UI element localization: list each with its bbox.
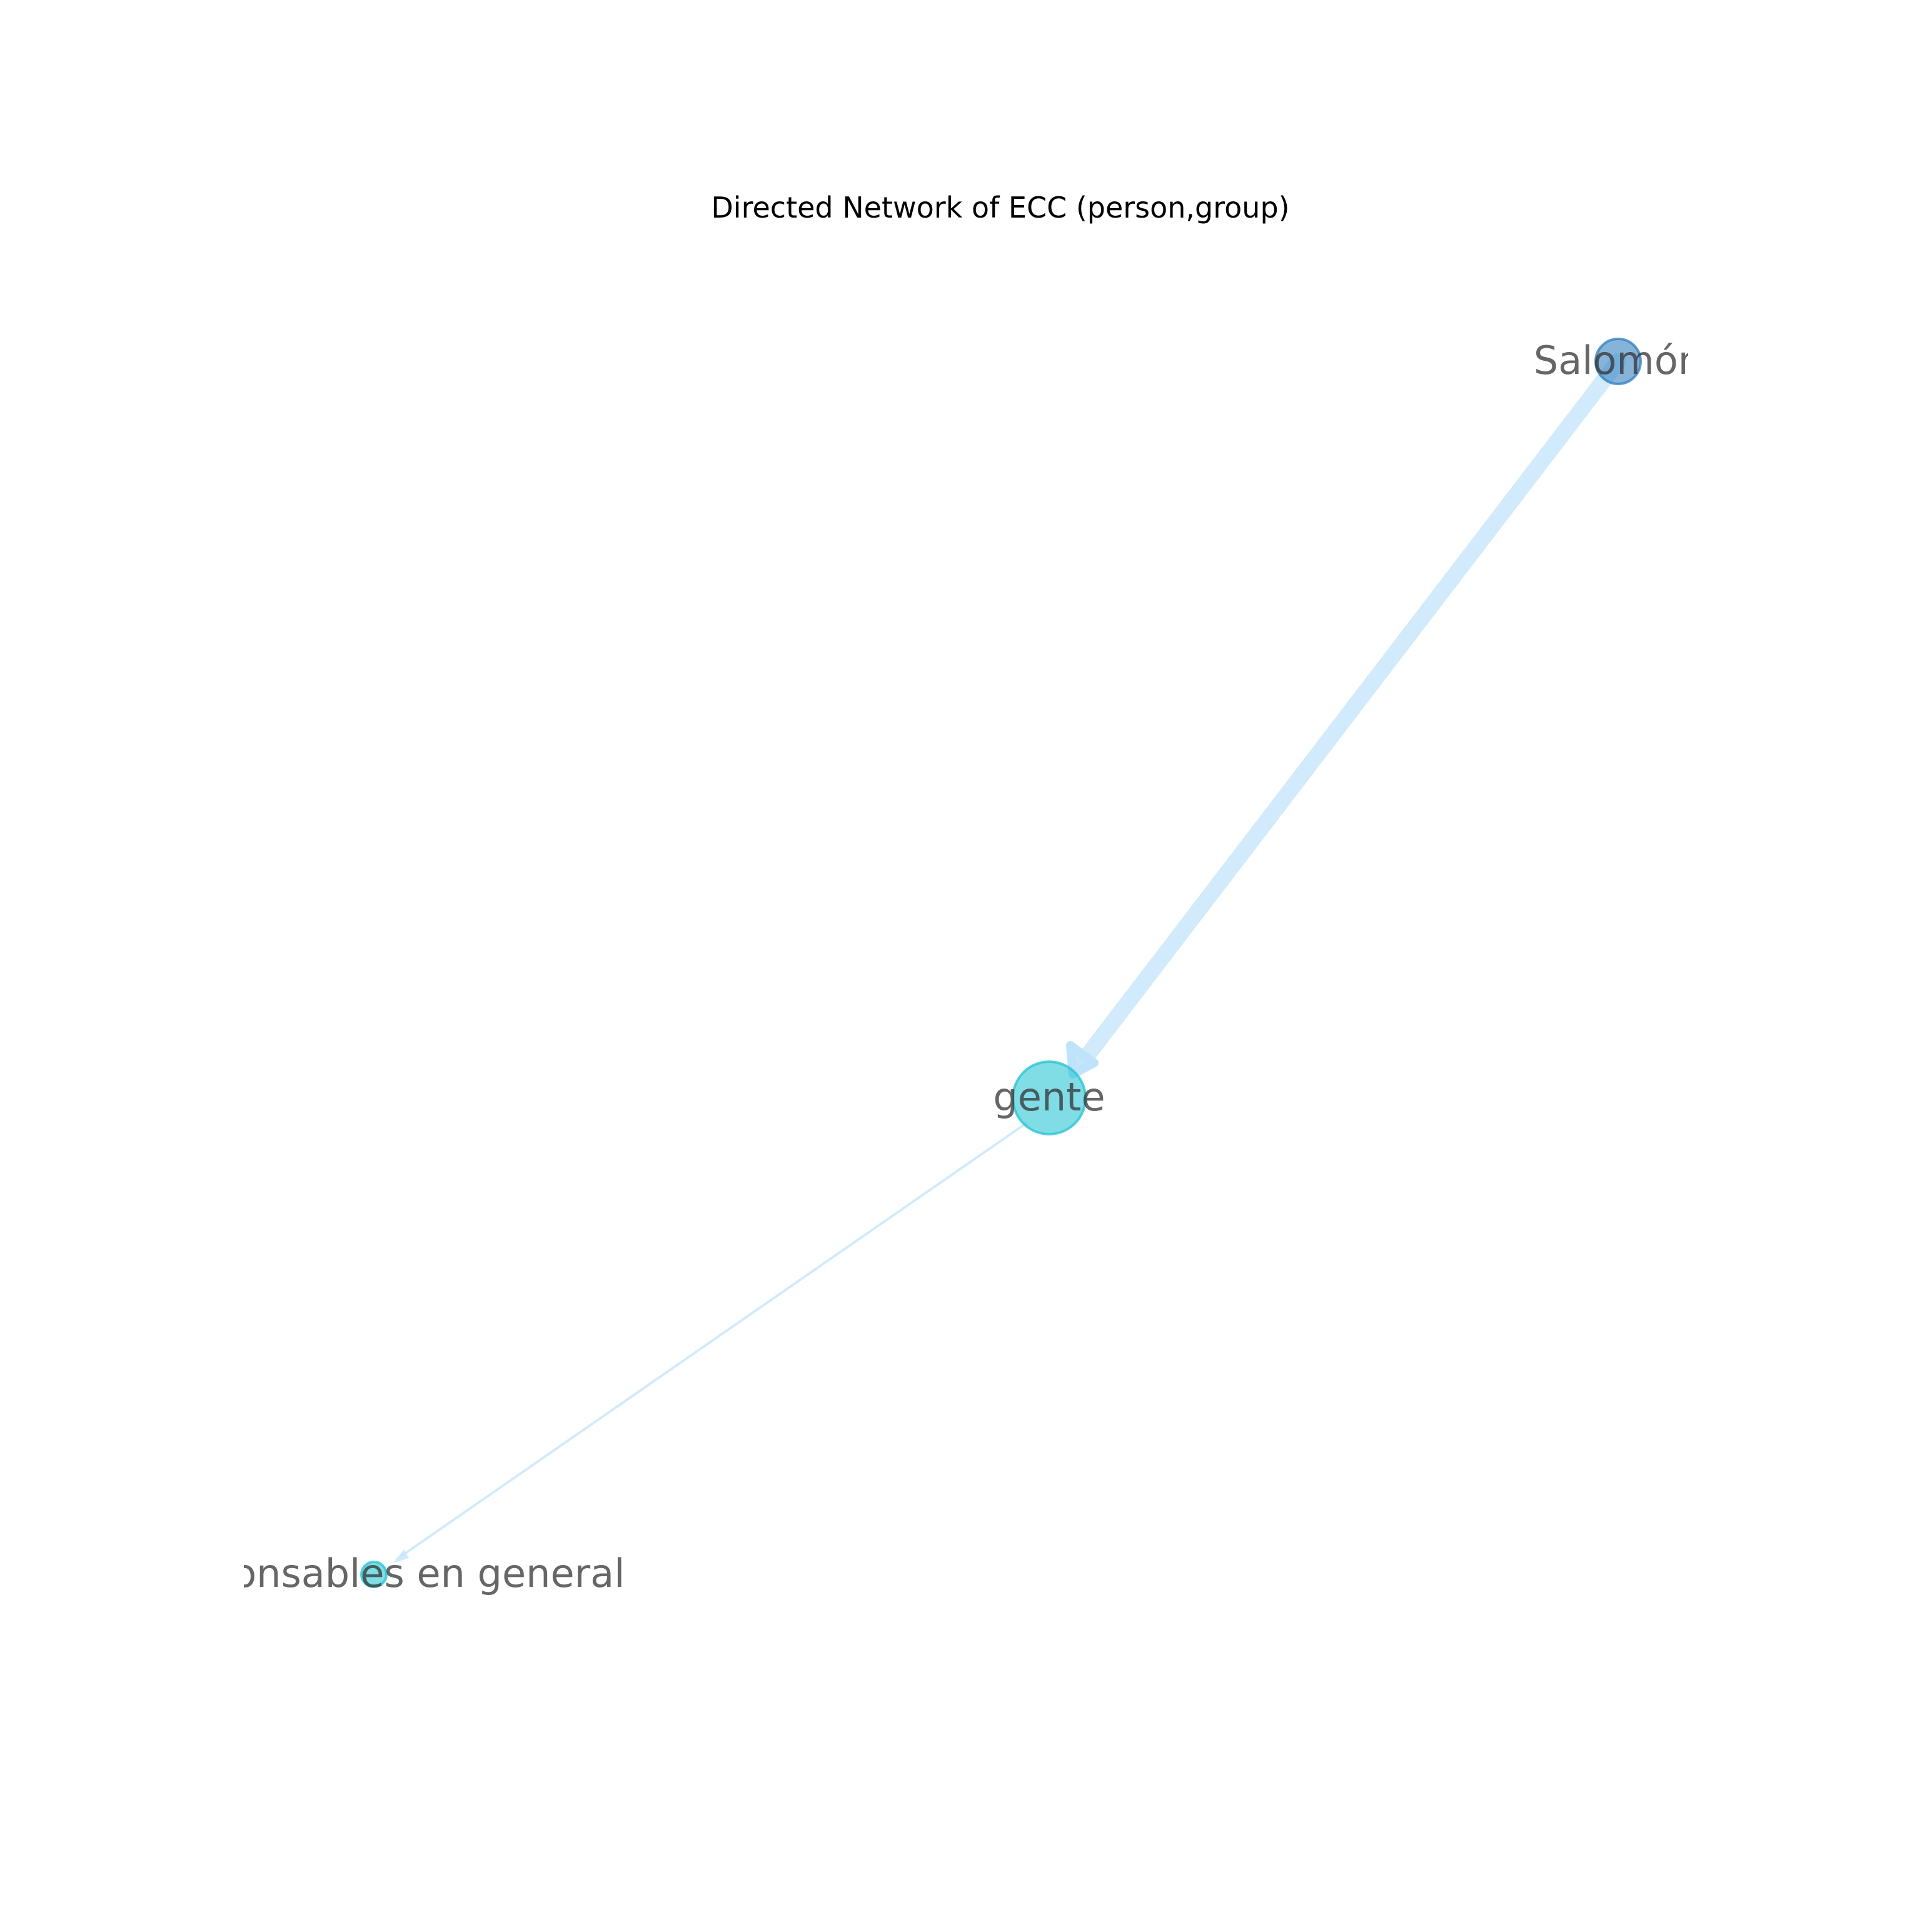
node-irresponsables [360, 1561, 388, 1588]
edge-salomon-to-gente [1074, 353, 1626, 1071]
node-gente [1012, 1060, 1087, 1135]
edges-group [393, 353, 1626, 1563]
edge-gente-to-irresponsables-arrowhead [393, 1549, 409, 1563]
node-label-irresponsables: irresponsables en general [123, 1551, 625, 1596]
edge-gente-to-irresponsables [399, 1122, 1028, 1558]
nodes-group [360, 338, 1642, 1588]
node-label-gente: gente [993, 1074, 1105, 1120]
diagram-title: Directed Network of ECC (person,group) [711, 191, 1289, 224]
node-label-salomon: Salomón [1534, 338, 1703, 383]
labels-group: Salomón gente irresponsables en general [123, 338, 1703, 1596]
node-salomon [1594, 338, 1642, 385]
edge-salomon-to-gente-arrowhead [1066, 1041, 1099, 1079]
